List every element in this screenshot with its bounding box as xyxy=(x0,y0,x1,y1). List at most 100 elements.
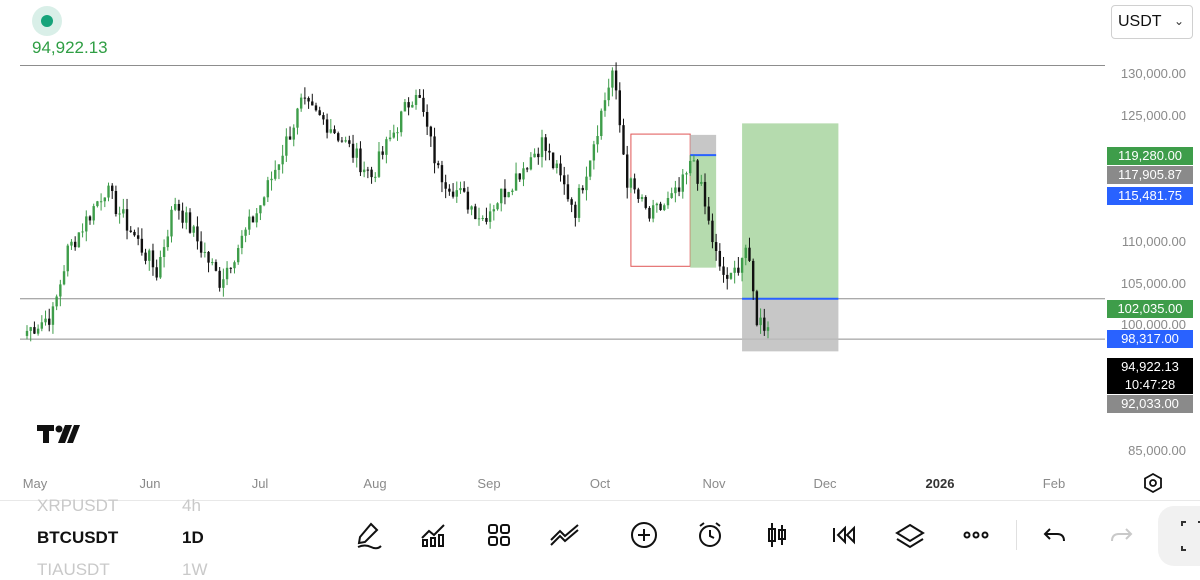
layouts-icon[interactable] xyxy=(479,515,519,555)
candle-body xyxy=(763,317,766,331)
candle-body xyxy=(392,132,395,138)
candle-body xyxy=(525,168,529,170)
candle-body xyxy=(381,151,384,155)
candle-body xyxy=(240,235,244,249)
candle-body xyxy=(481,217,484,219)
timeframe-current[interactable]: 1D xyxy=(182,528,204,547)
candle-body xyxy=(151,250,155,268)
candle-body xyxy=(66,245,69,272)
candle-body xyxy=(459,188,462,191)
price-chart[interactable] xyxy=(0,0,1105,470)
candle-body xyxy=(537,153,540,158)
compare-icon[interactable] xyxy=(545,515,585,555)
symbol-prev[interactable]: XRPUSDT xyxy=(37,496,119,515)
candle-body xyxy=(225,267,229,280)
add-icon[interactable] xyxy=(624,515,664,555)
candle-body xyxy=(192,226,195,233)
candle-body xyxy=(600,110,603,137)
toolbar-divider xyxy=(1016,520,1017,550)
currency-select[interactable]: USDT ⌄ xyxy=(1111,5,1193,39)
expand-icon xyxy=(1181,521,1200,551)
candle-body xyxy=(759,317,762,326)
more-icon[interactable] xyxy=(956,515,996,555)
candle-body xyxy=(407,102,410,108)
candle-body xyxy=(62,271,66,285)
candle-body xyxy=(703,181,707,207)
x-axis-label: Aug xyxy=(363,476,387,491)
candle-body xyxy=(711,220,714,243)
alert-icon[interactable] xyxy=(690,515,730,555)
settings-icon[interactable] xyxy=(1142,472,1164,494)
fullscreen-button[interactable] xyxy=(1158,506,1200,566)
candle-body xyxy=(588,160,592,177)
x-axis-label: Sep xyxy=(477,476,501,491)
candle-body xyxy=(88,216,92,221)
layers-icon[interactable] xyxy=(890,515,930,555)
candle-body xyxy=(251,216,255,223)
candle-body xyxy=(700,181,703,184)
pen-icon[interactable] xyxy=(348,515,388,555)
chart-area[interactable]: 94,922.13 USDT ⌄ 130,000.00 125,000.00 1… xyxy=(0,0,1200,500)
candle-body xyxy=(214,262,218,271)
candle-body xyxy=(229,267,232,269)
candle-body xyxy=(285,136,288,156)
candle-body xyxy=(670,193,673,198)
candle-body xyxy=(44,318,47,323)
candle-body xyxy=(166,236,169,248)
candle-body xyxy=(685,173,688,175)
candle-body xyxy=(218,270,221,288)
candle-body xyxy=(266,180,270,198)
candle-body xyxy=(262,197,266,206)
candle-body xyxy=(207,251,210,263)
candle-body xyxy=(81,231,84,233)
candle-body xyxy=(592,144,596,161)
target-zone xyxy=(742,123,839,299)
replay-icon[interactable] xyxy=(823,515,863,555)
candle-body xyxy=(73,241,77,248)
candle-body xyxy=(340,140,344,142)
candle-body xyxy=(622,125,625,155)
candle-body xyxy=(603,100,607,111)
candle-body xyxy=(540,137,544,158)
currency-value: USDT xyxy=(1118,13,1162,30)
timeframe-next[interactable]: 1W xyxy=(182,560,208,579)
candle-body xyxy=(607,87,610,101)
candle-body xyxy=(96,201,99,207)
symbol-next[interactable]: TIAUSDT xyxy=(37,560,110,579)
candle-body xyxy=(740,258,744,273)
timeframe-prev[interactable]: 4h xyxy=(182,496,201,515)
candle-body xyxy=(92,206,95,221)
tradingview-logo-icon xyxy=(37,425,80,443)
candle-body xyxy=(559,163,562,176)
candle-body xyxy=(414,95,418,105)
candle-body xyxy=(574,204,577,218)
candle-body xyxy=(474,206,477,220)
candle-type-icon[interactable] xyxy=(757,515,797,555)
candle-body xyxy=(322,115,325,120)
candle-body xyxy=(355,148,358,158)
undo-icon[interactable] xyxy=(1035,515,1075,555)
candle-body xyxy=(370,169,373,178)
candle-body xyxy=(199,241,203,253)
candle-body xyxy=(626,154,629,188)
indicators-icon[interactable] xyxy=(413,515,453,555)
candle-body xyxy=(259,205,262,214)
symbol-current[interactable]: BTCUSDT xyxy=(37,528,119,547)
candle-countdown: 10:47:28 xyxy=(1124,377,1176,392)
divider xyxy=(0,500,1200,501)
candle-body xyxy=(159,256,162,278)
candle-body xyxy=(388,137,392,140)
candle-body xyxy=(277,164,281,170)
candle-body xyxy=(311,101,314,106)
candle-body xyxy=(403,102,407,112)
candle-body xyxy=(422,97,425,112)
redo-icon[interactable] xyxy=(1101,515,1141,555)
candle-body xyxy=(174,204,177,210)
candle-body xyxy=(125,209,129,231)
candle-body xyxy=(729,272,733,279)
candle-body xyxy=(448,188,451,192)
candle-body xyxy=(596,136,599,145)
candle-body xyxy=(733,267,736,273)
candle-body xyxy=(244,229,247,236)
x-axis-label: Nov xyxy=(702,476,726,491)
